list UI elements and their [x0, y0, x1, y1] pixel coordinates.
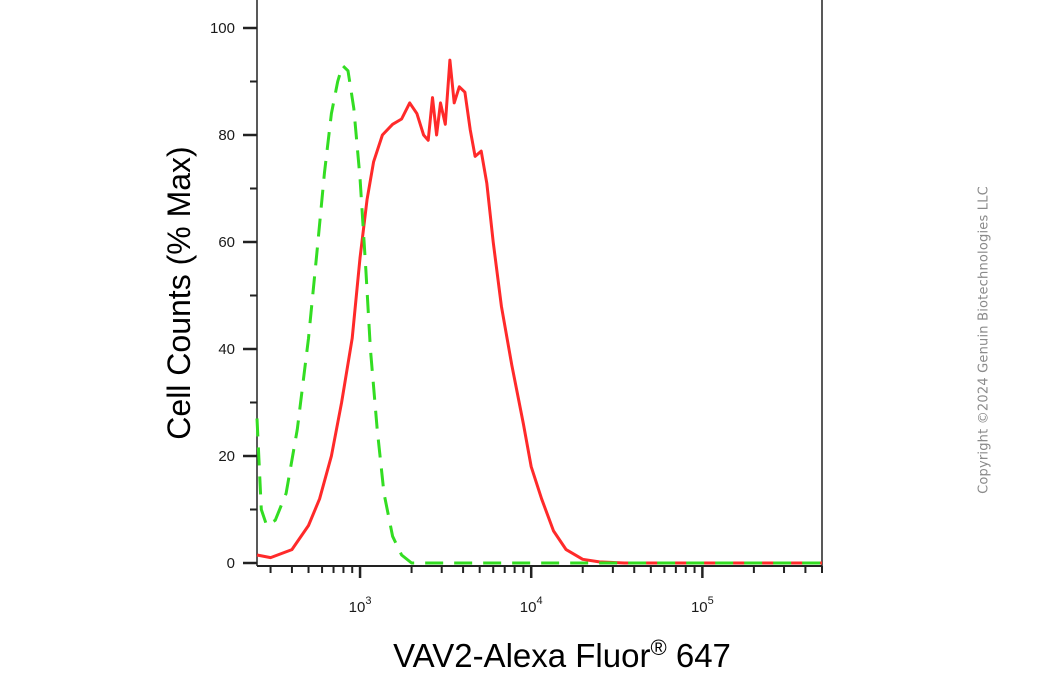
- series-layer: [255, 58, 822, 565]
- registered-mark: ®: [650, 635, 666, 660]
- x-tick-label-exponent: 4: [536, 595, 542, 607]
- y-tick-label-60: 60: [218, 234, 235, 251]
- x-tick-label-base: 10: [520, 599, 537, 616]
- x-tick-label-exponent: 3: [365, 595, 371, 607]
- x-axis-title-main: VAV2-Alexa Fluor: [393, 637, 650, 674]
- plot-frame: [256, 0, 823, 567]
- y-tick-label-100: 100: [210, 20, 235, 37]
- x-tick-label-10e3: 103: [349, 595, 372, 616]
- histogram-curve-red: [256, 58, 822, 565]
- x-tick-label-exponent: 5: [708, 595, 714, 607]
- copyright-watermark: Copyright ©2024 Genuin Biotechnologies L…: [976, 186, 992, 494]
- y-tick-label-40: 40: [218, 341, 235, 358]
- x-axis-title-suffix: 647: [667, 637, 731, 674]
- x-tick-label-base: 10: [349, 599, 366, 616]
- histogram-curve-green-dashed: [255, 63, 822, 565]
- y-axis-title: Cell Counts (% Max): [161, 146, 197, 439]
- y-axis: 0 20 40 60 80 100: [210, 20, 257, 572]
- x-axis-title: VAV2-Alexa Fluor® 647: [393, 635, 731, 674]
- y-tick-label-80: 80: [218, 127, 235, 144]
- x-tick-label-10e4: 104: [520, 595, 543, 616]
- x-tick-label-base: 10: [691, 599, 708, 616]
- y-tick-label-20: 20: [218, 448, 235, 465]
- x-tick-label-10e5: 105: [691, 595, 714, 616]
- x-axis: 103 104 105: [269, 566, 823, 616]
- y-tick-label-0: 0: [227, 555, 235, 572]
